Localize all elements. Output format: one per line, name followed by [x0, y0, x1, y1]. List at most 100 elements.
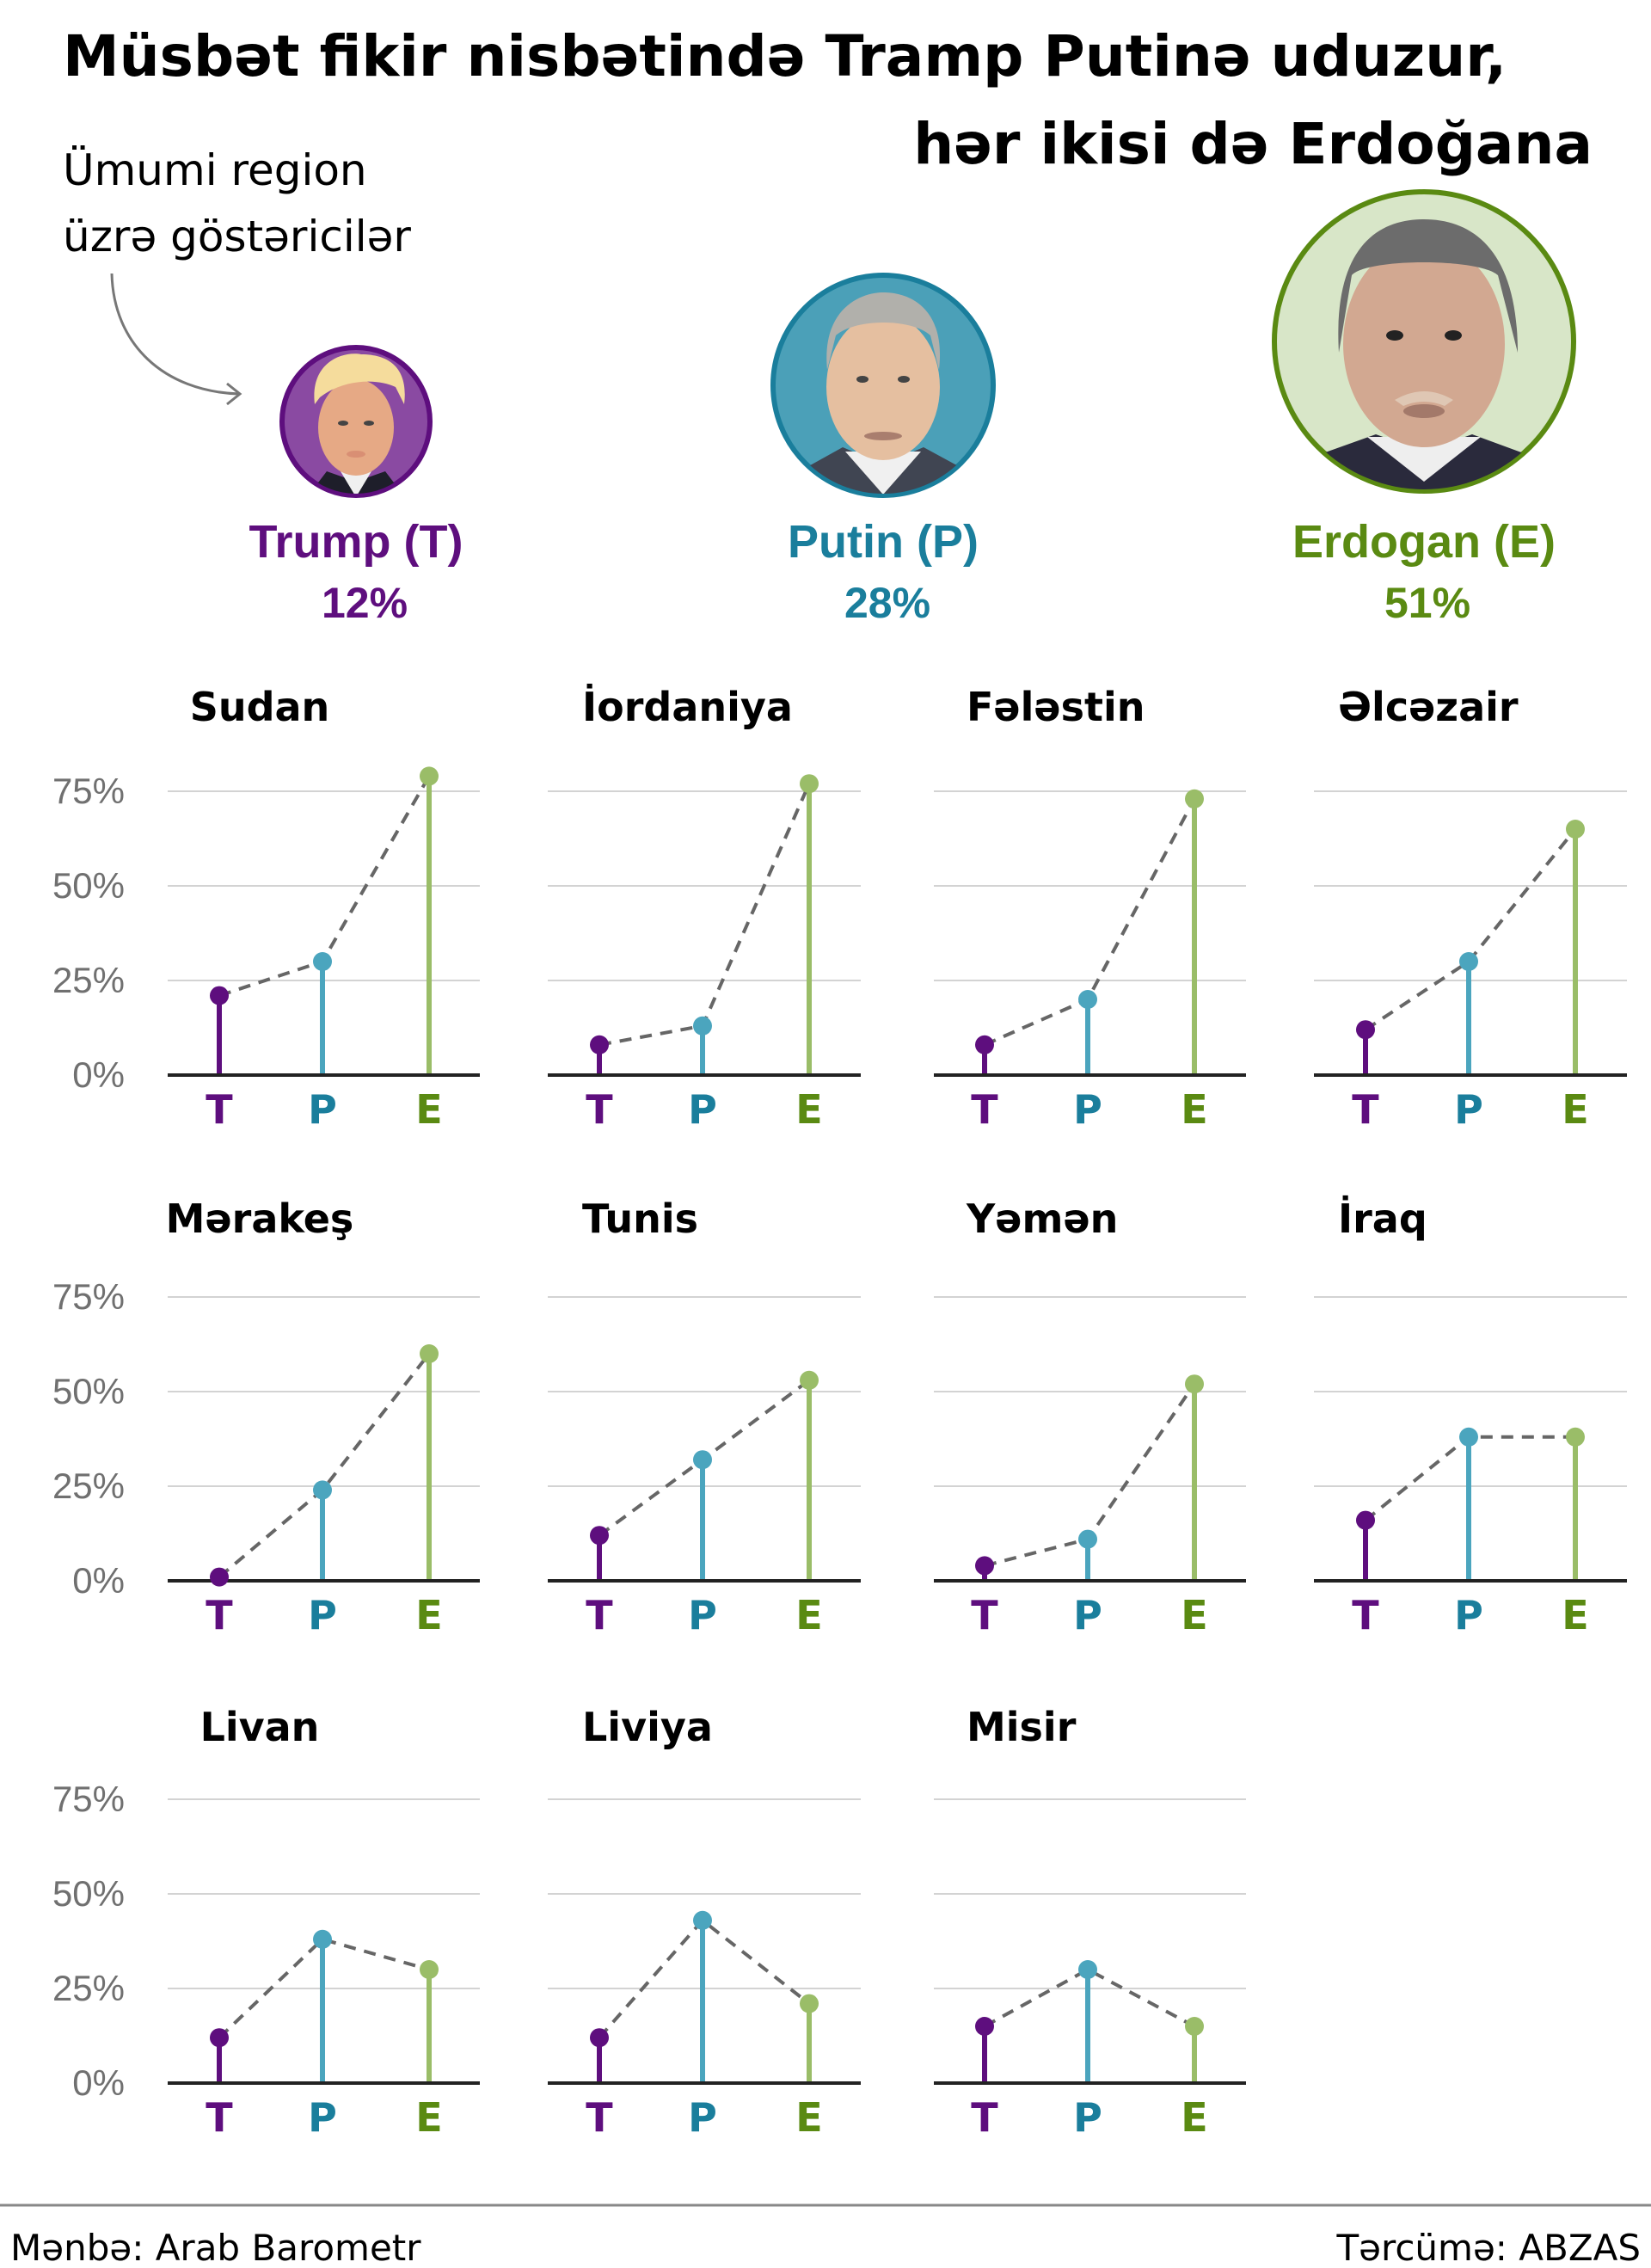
title-line-2: hər ikisi də Erdoğana	[913, 111, 1593, 177]
data-point-P	[1459, 952, 1478, 971]
trump-label: Trump (T)	[249, 516, 463, 568]
panel-title: Liviya	[582, 1704, 713, 1750]
panel-10: Liviya T P E	[548, 1704, 861, 2141]
x-category-label: E	[1562, 1086, 1588, 1133]
panel-title: İordaniya	[582, 684, 793, 730]
y-tick-label: 75%	[52, 771, 125, 811]
x-category-label: P	[688, 2094, 717, 2141]
data-point-P	[693, 1910, 712, 1930]
trend-connector-line	[218, 1937, 430, 2039]
y-tick-label: 75%	[52, 1779, 125, 1819]
data-point-P	[1078, 1529, 1097, 1549]
x-category-label: E	[415, 1086, 442, 1133]
data-point-E	[1185, 789, 1204, 808]
data-point-E	[1566, 820, 1585, 839]
x-category-label: E	[1181, 1086, 1207, 1133]
panel-title: İraq	[1338, 1195, 1427, 1242]
translation-credit: Tərcümə: ABZAS	[1335, 2227, 1641, 2268]
data-point-T	[1356, 1510, 1375, 1530]
x-category-label: P	[308, 1086, 337, 1133]
data-point-E	[420, 766, 439, 786]
small-multiples: Sudan 0% 25% 50% 75% T P E İordaniya T P E Fələstin T…	[52, 684, 1627, 2141]
y-tick-label: 50%	[52, 1873, 125, 1914]
x-category-label: E	[415, 1592, 442, 1638]
trend-connector-line	[1364, 827, 1577, 1031]
x-category-label: P	[1073, 2094, 1102, 2141]
data-point-E	[1185, 2017, 1204, 2036]
data-point-T	[590, 1035, 609, 1054]
panel-2: İordaniya T P E	[548, 684, 861, 1133]
x-category-label: T	[1352, 1086, 1379, 1133]
data-point-E	[420, 1344, 439, 1363]
x-category-label: T	[586, 1592, 613, 1638]
curved-arrow-icon	[110, 273, 242, 406]
data-point-T	[975, 1035, 994, 1054]
panel-4: Əlcəzair T P E	[1314, 684, 1627, 1133]
y-tick-label: 25%	[52, 960, 125, 1000]
y-tick-label: 25%	[52, 1968, 125, 2008]
x-category-label: T	[971, 1592, 998, 1638]
x-category-label: E	[1562, 1592, 1588, 1638]
putin-label: Putin (P)	[788, 516, 979, 568]
data-point-E	[800, 774, 819, 794]
panel-title: Mərakeş	[166, 1195, 354, 1242]
x-category-label: T	[971, 2094, 998, 2141]
panel-title: Misir	[967, 1704, 1077, 1750]
panel-title: Sudan	[190, 684, 330, 730]
trump-portrait-icon	[279, 345, 433, 498]
data-point-E	[800, 1370, 819, 1390]
x-category-label: E	[795, 1086, 822, 1133]
trend-connector-line	[598, 783, 811, 1047]
data-point-P	[1078, 990, 1097, 1009]
putin-overall-value: 28%	[844, 579, 930, 627]
x-category-label: E	[795, 1592, 822, 1638]
x-category-label: T	[1352, 1592, 1379, 1638]
panel-8: İraq T P E	[1314, 1195, 1627, 1638]
x-category-label: P	[688, 1086, 717, 1133]
data-point-P	[693, 1450, 712, 1470]
x-category-label: P	[308, 1592, 337, 1638]
x-category-label: P	[1073, 1592, 1102, 1638]
x-category-label: T	[586, 1086, 613, 1133]
x-category-label: P	[308, 2094, 337, 2141]
x-category-label: T	[971, 1086, 998, 1133]
data-point-P	[1459, 1427, 1478, 1447]
annotation-line-2: üzrə göstəricilər	[63, 212, 411, 261]
panel-11: Misir T P E	[934, 1704, 1246, 2141]
x-category-label: P	[1454, 1086, 1483, 1133]
panel-1: Sudan 0% 25% 50% 75% T P E	[52, 684, 480, 1133]
x-category-label: T	[206, 2094, 233, 2141]
data-point-T	[210, 986, 229, 1005]
panel-title: Tunis	[582, 1195, 698, 1242]
y-tick-label: 25%	[52, 1466, 125, 1506]
x-category-label: E	[1181, 1592, 1207, 1638]
x-category-label: P	[1073, 1086, 1102, 1133]
putin-portrait-icon	[770, 273, 996, 498]
erdogan-label: Erdogan (E)	[1292, 516, 1556, 568]
data-point-T	[975, 2017, 994, 2036]
x-category-label: E	[415, 2094, 442, 2141]
data-point-T	[590, 2028, 609, 2048]
data-point-E	[800, 1994, 819, 2013]
data-point-E	[420, 1960, 439, 1979]
title-line-1: Müsbət fikir nisbətində Tramp Putinə udu…	[63, 23, 1507, 89]
data-point-T	[1356, 1020, 1375, 1040]
x-category-label: E	[1181, 2094, 1207, 2141]
x-category-label: T	[206, 1086, 233, 1133]
panel-3: Fələstin T P E	[934, 684, 1246, 1133]
data-point-T	[210, 2028, 229, 2048]
data-point-P	[313, 1480, 332, 1500]
data-point-T	[210, 1567, 229, 1587]
data-point-P	[313, 1929, 332, 1949]
y-tick-label: 0%	[72, 1054, 125, 1095]
panel-7: Yəmən T P E	[934, 1195, 1246, 1638]
data-point-P	[1078, 1960, 1097, 1979]
data-point-T	[590, 1526, 609, 1546]
y-tick-label: 0%	[72, 2062, 125, 2103]
panel-title: Livan	[200, 1704, 320, 1750]
x-category-label: E	[795, 2094, 822, 2141]
y-tick-label: 75%	[52, 1276, 125, 1317]
data-point-E	[1566, 1427, 1585, 1447]
panel-title: Əlcəzair	[1338, 684, 1519, 730]
x-category-label: T	[586, 2094, 613, 2141]
